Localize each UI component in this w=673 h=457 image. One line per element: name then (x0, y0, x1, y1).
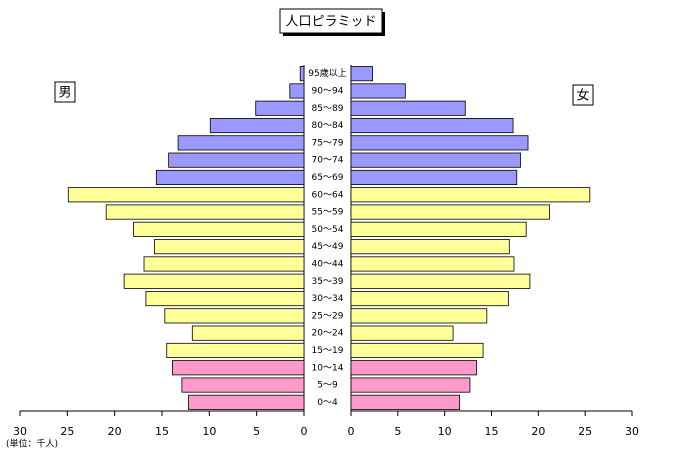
bar (105, 204, 305, 220)
category-label: 55～59 (312, 208, 344, 218)
title-box (279, 8, 383, 34)
bar (350, 135, 529, 151)
bar (350, 204, 550, 220)
x-tick-label: 30 (13, 425, 27, 438)
bar (133, 221, 305, 237)
category-label: 80～84 (312, 121, 344, 131)
bar (188, 394, 305, 410)
x-tick-label: 5 (253, 425, 260, 438)
bar (350, 377, 471, 393)
unit-label: (単位：千人) (6, 438, 58, 450)
bar (350, 394, 461, 410)
x-tick-label: 15 (485, 425, 499, 438)
category-label: 25～29 (312, 311, 344, 321)
bar (350, 256, 515, 272)
bar (350, 100, 466, 116)
bar (350, 342, 484, 358)
category-label: 70～74 (312, 156, 344, 166)
bar (299, 66, 305, 82)
x-tick-label: 5 (394, 425, 401, 438)
bar (255, 100, 305, 116)
x-tick-label: 20 (531, 425, 545, 438)
category-label: 40～44 (312, 259, 344, 269)
bar (350, 308, 488, 324)
bar (350, 83, 406, 99)
bar (350, 239, 510, 255)
bar (145, 290, 305, 307)
bar (209, 118, 305, 134)
series-label: 女 (576, 88, 589, 104)
bar (350, 118, 514, 134)
bar (154, 239, 305, 255)
bar (181, 377, 305, 393)
category-label: 50～54 (312, 225, 344, 235)
category-label: 5～9 (317, 381, 338, 391)
category-label: 10～14 (312, 363, 344, 373)
x-tick-label: 25 (578, 425, 592, 438)
category-label: 95歳以上 (308, 67, 346, 79)
bar (177, 135, 305, 151)
bar (155, 169, 305, 186)
bar (172, 360, 305, 376)
x-tick-label: 15 (155, 425, 169, 438)
bar (166, 342, 305, 358)
bar (350, 66, 373, 82)
bar (350, 290, 509, 307)
series-label-box (54, 81, 76, 103)
bar (123, 273, 305, 289)
bar (350, 169, 518, 186)
bar (168, 152, 305, 168)
series-label: 男 (58, 86, 71, 101)
bar (191, 325, 305, 341)
bar (350, 360, 477, 376)
bar (164, 308, 305, 324)
x-tick-label: 20 (108, 425, 122, 438)
x-tick-label: 25 (60, 425, 74, 438)
chart-title: 人口ピラミッド (285, 15, 376, 30)
category-label: 45～49 (312, 242, 344, 252)
category-label: 90～94 (312, 86, 344, 96)
category-label: 30～34 (312, 294, 344, 304)
bar (350, 273, 531, 289)
category-label: 20～24 (312, 329, 344, 339)
x-tick-label: 10 (438, 425, 452, 438)
category-label: 15～19 (312, 346, 344, 356)
series-label-box (572, 84, 594, 106)
bar (350, 221, 527, 237)
x-tick-label: 0 (301, 425, 308, 438)
bar (350, 152, 521, 168)
x-tick-label: 30 (625, 425, 639, 438)
bar (67, 187, 305, 203)
x-tick-label: 0 (348, 425, 355, 438)
category-label: 85～89 (312, 104, 344, 114)
category-label: 60～64 (312, 190, 344, 200)
category-label: 65～69 (312, 173, 344, 183)
bar (350, 187, 591, 203)
bar (289, 83, 305, 99)
bar (143, 256, 305, 272)
x-tick-label: 10 (202, 425, 216, 438)
bar (350, 325, 454, 341)
category-label: 75～79 (312, 138, 344, 148)
category-label: 35～39 (312, 277, 344, 287)
category-label: 0～4 (317, 398, 338, 408)
